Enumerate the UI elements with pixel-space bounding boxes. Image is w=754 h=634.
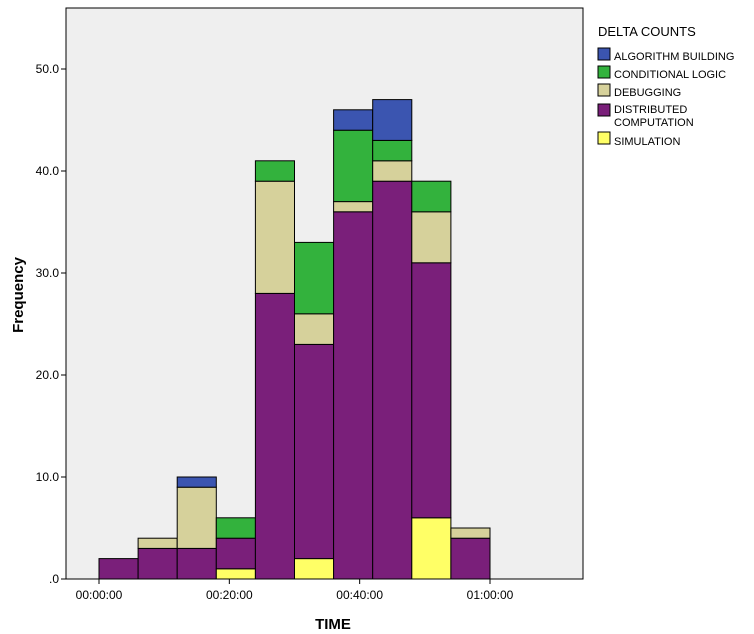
bar-segment bbox=[176, 486, 217, 549]
bar-segment bbox=[98, 558, 139, 580]
bar-segment bbox=[254, 160, 295, 182]
legend-swatch bbox=[597, 47, 611, 61]
y-axis-title: Frequency bbox=[10, 256, 27, 333]
bar-segment bbox=[333, 109, 374, 131]
x-axis: 00:00:00 00:20:00 00:40:00 01:00:00 bbox=[76, 579, 514, 602]
bar-segment bbox=[254, 292, 295, 580]
bar-segment bbox=[411, 180, 452, 213]
bar-segment bbox=[137, 537, 178, 549]
x-tick-label: 01:00:00 bbox=[467, 588, 514, 602]
legend-title: DELTA COUNTS bbox=[598, 24, 696, 39]
bar-segment bbox=[450, 537, 491, 580]
bar-segment bbox=[176, 547, 217, 580]
legend-label: DISTRIBUTED bbox=[614, 104, 687, 116]
legend-label: DEBUGGING bbox=[614, 87, 681, 99]
bar-segment bbox=[411, 262, 452, 519]
bar-segment bbox=[215, 517, 256, 539]
bar-segment bbox=[254, 180, 295, 294]
bar-segment bbox=[450, 527, 491, 539]
bar-segment bbox=[294, 241, 335, 315]
bar-segment bbox=[372, 99, 413, 141]
bar-segment bbox=[176, 476, 217, 488]
bar-segment bbox=[411, 517, 452, 580]
bar-segment bbox=[372, 139, 413, 162]
x-tick-label: 00:00:00 bbox=[76, 588, 123, 602]
bar-segment bbox=[215, 537, 256, 570]
legend-swatch bbox=[597, 131, 611, 145]
x-axis-title: TIME bbox=[315, 616, 351, 633]
bar-segment bbox=[372, 160, 413, 182]
y-tick-label: 10.0 bbox=[36, 470, 60, 484]
y-axis: .0 10.0 20.0 30.0 40.0 50.0 bbox=[36, 62, 66, 586]
bar-segment bbox=[294, 343, 335, 560]
bar-segment bbox=[215, 568, 256, 580]
y-tick-label: 50.0 bbox=[36, 62, 60, 76]
legend-label: SIMULATION bbox=[614, 136, 680, 148]
bar-segment bbox=[333, 211, 374, 580]
bar-segment bbox=[372, 180, 413, 580]
y-tick-label: .0 bbox=[49, 572, 59, 586]
y-tick-label: 30.0 bbox=[36, 266, 60, 280]
legend: ALGORITHM BUILDING CONDITIONAL LOGIC DEBUG… bbox=[597, 47, 734, 148]
legend-swatch bbox=[597, 103, 611, 117]
bar-group bbox=[98, 99, 491, 580]
bar-segment bbox=[333, 129, 374, 203]
x-tick-label: 00:40:00 bbox=[336, 588, 383, 602]
legend-label: ALGORITHM BUILDING bbox=[614, 51, 734, 63]
bar-segment bbox=[294, 558, 335, 580]
x-tick-label: 00:20:00 bbox=[206, 588, 253, 602]
bar-segment bbox=[137, 547, 178, 580]
legend-swatch bbox=[597, 65, 611, 79]
bar-segment bbox=[333, 201, 374, 213]
bar-segment bbox=[411, 211, 452, 264]
legend-label: CONDITIONAL LOGIC bbox=[614, 69, 726, 81]
bar-segment bbox=[294, 313, 335, 345]
y-tick-label: 20.0 bbox=[36, 368, 60, 382]
y-tick-label: 40.0 bbox=[36, 164, 60, 178]
legend-label: COMPUTATION bbox=[614, 117, 694, 129]
legend-swatch bbox=[597, 83, 611, 97]
